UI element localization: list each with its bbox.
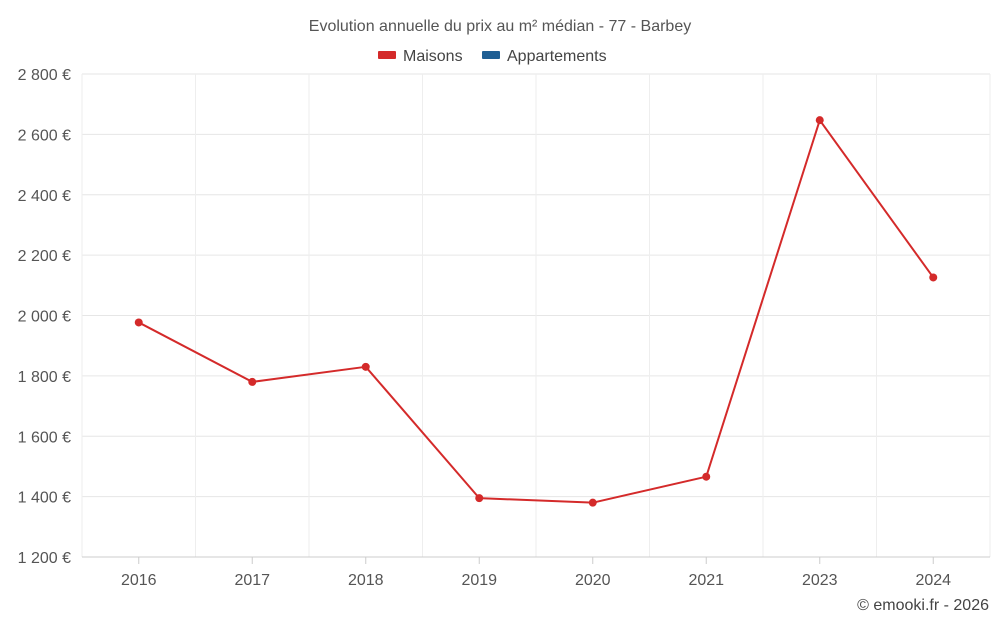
- legend-label-maisons: Maisons: [403, 48, 463, 65]
- data-point[interactable]: [475, 494, 484, 503]
- x-tick-label: 2023: [802, 572, 838, 589]
- data-point[interactable]: [134, 318, 143, 327]
- y-tick-label: 2 600 €: [18, 127, 71, 144]
- y-tick-label: 1 400 €: [18, 490, 71, 507]
- y-tick-label: 2 400 €: [18, 188, 71, 205]
- y-tick-label: 1 800 €: [18, 369, 71, 386]
- data-point[interactable]: [815, 116, 824, 125]
- y-tick-label: 1 600 €: [18, 429, 71, 446]
- series-maisons: [134, 116, 938, 507]
- chart-title: Evolution annuelle du prix au m² médian …: [309, 18, 691, 35]
- data-point[interactable]: [702, 472, 711, 481]
- y-tick-label: 2 200 €: [18, 248, 71, 265]
- x-tick-label: 2019: [461, 572, 497, 589]
- data-point[interactable]: [588, 498, 597, 507]
- y-axis-ticks: 1 200 € 1 400 € 1 600 € 1 800 € 2 000 € 2 200…: [18, 67, 71, 567]
- data-point[interactable]: [929, 273, 938, 282]
- x-tick-label: 2020: [575, 572, 611, 589]
- x-tick-label: 2021: [688, 572, 724, 589]
- x-tick-label: 2017: [234, 572, 270, 589]
- grid: [81, 73, 991, 557]
- data-point[interactable]: [248, 377, 257, 386]
- y-tick-label: 2 800 €: [18, 67, 71, 84]
- x-axis-ticks: 2016 2017 2018 2019 2020 2021 2023 2024: [121, 557, 951, 589]
- legend-swatch-maisons: [378, 51, 396, 59]
- series-line: [137, 119, 935, 504]
- x-tick-label: 2024: [915, 572, 951, 589]
- legend-swatch-appartements: [482, 51, 500, 59]
- credit-text: © emooki.fr - 2026: [857, 597, 989, 614]
- y-tick-label: 2 000 €: [18, 309, 71, 326]
- x-tick-label: 2016: [121, 572, 157, 589]
- y-tick-label: 1 200 €: [18, 550, 71, 567]
- x-tick-label: 2018: [348, 572, 384, 589]
- legend-item-maisons[interactable]: Maisons: [378, 48, 463, 65]
- legend: Maisons Appartements: [378, 48, 607, 65]
- legend-label-appartements: Appartements: [507, 48, 607, 65]
- data-point[interactable]: [361, 362, 370, 371]
- legend-item-appartements[interactable]: Appartements: [482, 48, 607, 65]
